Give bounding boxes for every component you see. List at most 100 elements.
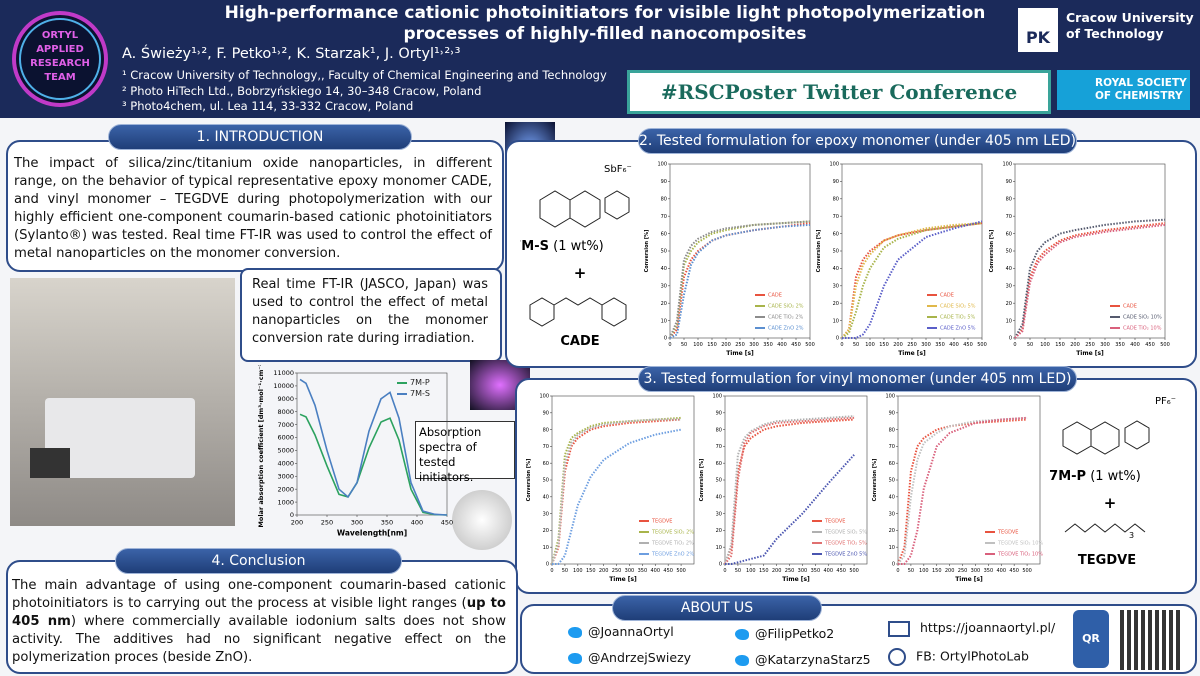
x-tick-label: 350 xyxy=(381,519,393,527)
section-heading: 4. Conclusion xyxy=(115,548,402,574)
series-line xyxy=(299,413,448,516)
y-tick-label: 40 xyxy=(716,494,722,500)
vinyl-structures: PF₆⁻ 7M-P (1 wt%) + 3 TEGDVE xyxy=(1049,396,1176,568)
twitter-link[interactable]: @JoannaOrtyl xyxy=(568,624,674,639)
y-tick-label: 90 xyxy=(543,410,549,416)
y-tick-label: 40 xyxy=(1006,266,1012,272)
x-tick-label: 50 xyxy=(681,342,687,348)
text: ) where commercially available iodonium … xyxy=(12,614,507,665)
rsc-line: ROYAL SOCIETY xyxy=(1095,77,1187,89)
legend-label: TEGDVE ZnO 2% xyxy=(651,552,694,558)
y-tick-label: 20 xyxy=(716,528,722,534)
y-tick-label: 2000 xyxy=(277,485,294,493)
legend-label: TEGDVE TiO₂ 5% xyxy=(824,541,867,547)
sample-photo xyxy=(452,490,512,550)
x-tick-label: 450 xyxy=(791,342,801,348)
pi-name: 7M-S xyxy=(520,239,549,254)
y-tick-label: 10 xyxy=(661,318,667,324)
legend-label: TEGDVE TiO₂ 10% xyxy=(997,552,1043,558)
x-tick-label: 500 xyxy=(805,342,815,348)
monomer-name: CADE xyxy=(560,334,599,349)
legend-label: CADE xyxy=(768,293,782,299)
series-line xyxy=(724,415,855,565)
y-tick-label: 30 xyxy=(543,511,549,517)
plot-frame xyxy=(897,395,1041,565)
x-tick-label: 400 xyxy=(949,342,959,348)
intro-text: The impact of silica/zinc/titanium oxide… xyxy=(14,156,492,261)
y-tick-label: 60 xyxy=(716,461,722,467)
ring xyxy=(529,297,555,327)
y-tick-label: 20 xyxy=(1006,301,1012,307)
x-tick-label: 50 xyxy=(562,568,568,574)
x-tick-label: 300 xyxy=(749,342,759,348)
y-tick-label: 80 xyxy=(661,196,667,202)
y-tick-label: 70 xyxy=(889,444,895,450)
qr-phone: QR xyxy=(1073,610,1109,668)
y-tick-label: 60 xyxy=(1006,231,1012,237)
qr-code[interactable] xyxy=(1120,610,1180,670)
series-line xyxy=(1014,222,1166,339)
poster-title: High-performance cationic photoinitiator… xyxy=(224,3,986,44)
handle[interactable]: @AndrzejSwiezy xyxy=(588,650,692,665)
twitter-link[interactable]: @FilipPetko2 xyxy=(735,626,834,641)
y-tick-label: 80 xyxy=(833,196,839,202)
legend-label: CADE SiO₂ 2% xyxy=(768,304,804,310)
x-tick-label: 200 xyxy=(599,568,609,574)
conclusion-panel xyxy=(6,560,518,674)
logo-text: RESEARCH xyxy=(30,58,90,69)
ring xyxy=(1124,420,1150,450)
x-axis-label: Time [s] xyxy=(782,576,810,583)
x-tick-label: 300 xyxy=(921,342,931,348)
twitter-link[interactable]: @AndrzejSwiezy xyxy=(568,650,691,665)
x-tick-label: 0 xyxy=(723,568,726,574)
web-icon xyxy=(888,620,910,637)
twitter-link[interactable]: @KatarzynaStarz5 xyxy=(735,652,871,667)
x-tick-label: 250 xyxy=(907,342,917,348)
series-line xyxy=(552,428,682,565)
x-tick-label: 200 xyxy=(893,342,903,348)
series-line xyxy=(669,222,811,339)
handle[interactable]: @KatarzynaStarz5 xyxy=(755,652,871,667)
facebook-link[interactable]: FB: OrtylPhotoLab xyxy=(888,648,1029,666)
handle[interactable]: @FilipPetko2 xyxy=(755,626,835,641)
ring xyxy=(569,190,601,228)
y-tick-label: 60 xyxy=(661,231,667,237)
ring xyxy=(604,190,630,220)
y-tick-label: 3000 xyxy=(277,472,294,480)
legend-label: CADE SiO₂ 5% xyxy=(940,304,976,310)
pi-label: 7M-P (1 wt%) xyxy=(1049,469,1141,484)
handle[interactable]: @JoannaOrtyl xyxy=(588,624,674,639)
plus: + xyxy=(1104,494,1117,512)
y-tick-label: 30 xyxy=(889,511,895,517)
legend-label: CADE TiO₂ 10% xyxy=(1123,326,1162,332)
fb[interactable]: FB: OrtylPhotoLab xyxy=(916,648,1029,664)
legend-label: TEGDVE xyxy=(824,519,845,525)
pi-label: 7M-S (1 wt%) xyxy=(520,239,604,254)
y-tick-label: 40 xyxy=(543,494,549,500)
website-link[interactable]: https://joannaortyl.pl/ xyxy=(888,620,1055,637)
ring xyxy=(601,297,627,327)
twitter-icon xyxy=(568,653,582,664)
section-heading: 1. INTRODUCTION xyxy=(108,124,412,150)
pi-amount: (1 wt%) xyxy=(1090,469,1141,484)
url[interactable]: https://joannaortyl.pl/ xyxy=(920,620,1056,635)
section-heading: 2. Tested formulation for epoxy monomer … xyxy=(638,128,1077,154)
plot-frame xyxy=(841,163,983,339)
x-tick-label: 250 xyxy=(1085,342,1095,348)
y-tick-label: 20 xyxy=(889,528,895,534)
x-axis-label: Wavelength[nm] xyxy=(337,529,407,538)
team-logo: ORTYL APPLIED RESEARCH TEAM xyxy=(12,11,108,107)
series-line xyxy=(724,416,855,565)
y-tick-label: 6000 xyxy=(277,434,294,442)
legend-label: TEGDVE xyxy=(651,519,672,525)
y-tick-label: 0 xyxy=(1009,336,1012,342)
x-tick-label: 50 xyxy=(735,568,741,574)
y-tick-label: 20 xyxy=(543,528,549,534)
counterion: PF₆⁻ xyxy=(1155,396,1176,407)
legend-label: 7M-S xyxy=(410,389,430,398)
y-tick-label: 30 xyxy=(1006,283,1012,289)
y-tick-label: 70 xyxy=(661,214,667,220)
x-tick-label: 450 xyxy=(963,342,973,348)
